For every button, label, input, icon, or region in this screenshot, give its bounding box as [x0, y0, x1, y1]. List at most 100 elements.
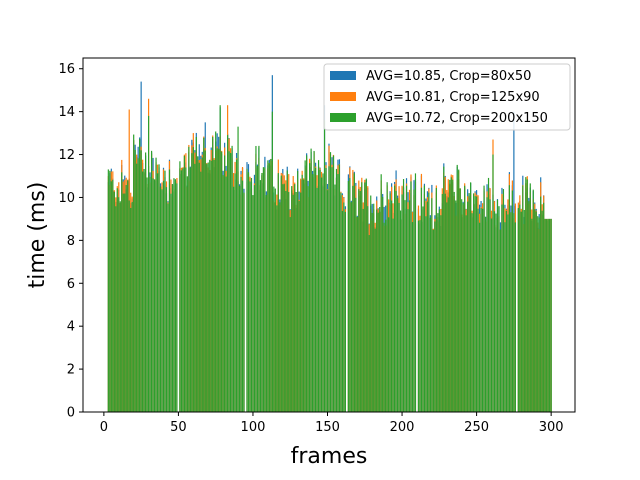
bar [550, 218, 552, 412]
bar [118, 197, 120, 412]
bar [164, 170, 166, 412]
bar [464, 185, 466, 412]
bar [216, 148, 218, 412]
bar [270, 159, 272, 412]
bar [300, 192, 302, 412]
y-tick-label: 8 [67, 234, 75, 249]
bar [189, 167, 191, 412]
bar [134, 149, 136, 412]
x-tick-label: 50 [170, 420, 187, 435]
x-tick-label: 100 [241, 420, 266, 435]
bar [283, 183, 285, 412]
bar [394, 185, 396, 412]
bar [109, 170, 111, 412]
bar [481, 208, 484, 412]
bar [470, 182, 472, 412]
bar [526, 179, 528, 412]
legend-label: AVG=10.85, Crop=80x50 [366, 69, 531, 84]
bar [487, 177, 490, 412]
bar [131, 201, 133, 412]
series-2 [107, 105, 552, 413]
bar [176, 183, 178, 412]
bar [362, 208, 364, 412]
bar [162, 180, 165, 412]
bar [227, 135, 229, 412]
bar [276, 205, 278, 412]
bar [478, 222, 481, 412]
bar [414, 173, 417, 412]
bar [358, 189, 360, 412]
bar [347, 180, 349, 412]
bar [513, 213, 515, 412]
bar [377, 212, 379, 412]
bar [371, 212, 373, 412]
bar [288, 191, 290, 412]
axes-frame [82, 57, 576, 413]
gap [516, 58, 518, 412]
bar [240, 176, 242, 412]
bar [146, 177, 148, 412]
bar [480, 207, 482, 412]
bar [549, 218, 551, 412]
bar [122, 193, 124, 412]
bar [159, 186, 162, 412]
gap [244, 58, 247, 412]
bar [267, 160, 269, 412]
legend-swatch [330, 92, 356, 101]
bar [361, 182, 363, 412]
bar [508, 185, 510, 412]
bar [156, 173, 159, 412]
bar [124, 193, 126, 412]
bar [474, 196, 476, 412]
bar [473, 193, 475, 412]
bar [234, 173, 236, 412]
bar [525, 177, 527, 412]
bar [453, 191, 455, 412]
bar [168, 169, 171, 412]
bar [438, 209, 440, 412]
bar [435, 187, 437, 412]
bar [316, 187, 318, 412]
bar [367, 206, 369, 412]
bar [382, 197, 384, 412]
bar [368, 235, 370, 412]
bar [535, 211, 537, 412]
x-axis-ticks: 0 50 100 150 200 250 300 [100, 412, 564, 435]
bar [161, 189, 163, 412]
bar [452, 179, 454, 412]
bar [303, 179, 305, 412]
bar [353, 173, 355, 412]
legend-swatch [330, 71, 356, 80]
bar [191, 153, 193, 412]
bar [376, 209, 378, 412]
bar [483, 185, 485, 412]
x-tick-label: 300 [539, 420, 564, 435]
bar [498, 206, 500, 412]
bar [107, 169, 109, 412]
bar [496, 199, 499, 412]
bar [386, 182, 388, 412]
bar [444, 193, 446, 412]
gap [416, 58, 418, 412]
bar [115, 206, 117, 412]
bar [194, 163, 196, 412]
bar [419, 220, 421, 412]
bar [504, 222, 506, 412]
bar [119, 201, 121, 412]
legend-label: AVG=10.72, Crop=200x150 [366, 111, 548, 126]
bar [292, 194, 294, 412]
x-tick-label: 250 [464, 420, 489, 435]
bar [490, 218, 493, 412]
bar [528, 201, 530, 412]
bar [426, 201, 428, 412]
legend-swatch [330, 113, 356, 122]
bar [501, 204, 503, 412]
bar [246, 168, 248, 412]
bar [514, 222, 516, 412]
y-tick-label: 10 [58, 191, 75, 206]
bar [192, 147, 194, 413]
bar [286, 170, 288, 412]
bar [350, 202, 352, 412]
bar [437, 213, 439, 412]
bar [139, 138, 141, 412]
